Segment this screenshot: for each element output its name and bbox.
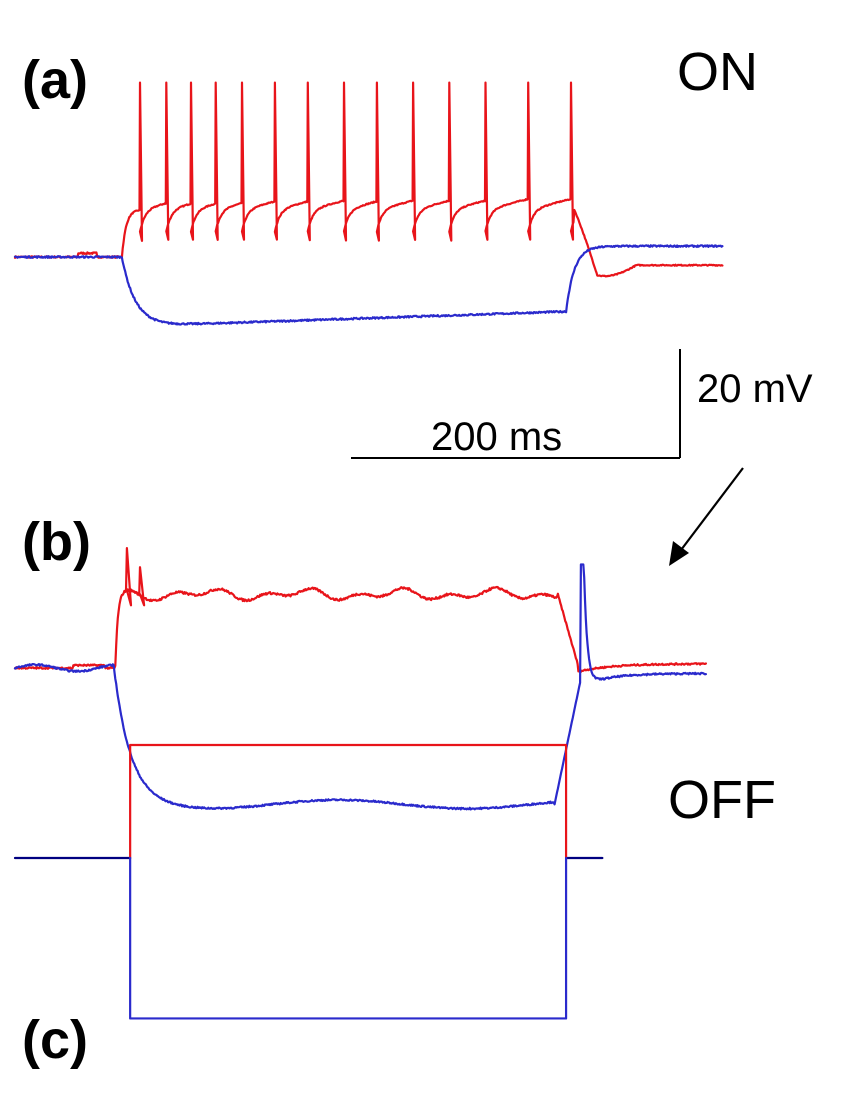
rebound-spike-arrow	[669, 467, 744, 566]
panel-c: (c)	[22, 1010, 88, 1070]
panel-a-label: (a)	[22, 50, 88, 110]
panel-b-label: (b)	[22, 512, 91, 572]
panel-a-red-trace	[13, 81, 724, 278]
arrow-shaft	[680, 467, 744, 551]
arrow-head	[669, 541, 689, 566]
on-annotation: ON	[677, 42, 758, 102]
panel-b-traces	[13, 547, 707, 811]
hyperpolarizing-step	[129, 856, 568, 1020]
scale-bar: 200 ms 20 mV	[351, 349, 813, 459]
time-scale-label: 200 ms	[431, 415, 562, 459]
panel-a-traces	[13, 81, 724, 326]
depolarizing-step	[129, 743, 568, 860]
off-annotation: OFF	[668, 770, 776, 830]
panel-c-label: (c)	[22, 1010, 88, 1070]
panel-a-blue-trace	[13, 244, 724, 326]
panel-b: (b) OFF	[22, 467, 776, 830]
voltage-scale-label: 20 mV	[697, 367, 813, 411]
panel-b-blue-trace	[13, 563, 707, 811]
panel-a: (a) ON	[22, 42, 758, 110]
panel-c-traces	[13, 743, 604, 1020]
panel-b-red-trace	[13, 547, 707, 674]
